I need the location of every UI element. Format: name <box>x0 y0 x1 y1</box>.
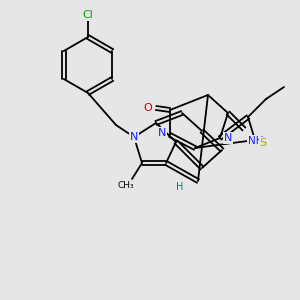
Text: N: N <box>130 132 138 142</box>
Text: S: S <box>260 138 267 148</box>
Text: NH: NH <box>248 136 264 146</box>
Text: O: O <box>144 103 152 113</box>
Text: Cl: Cl <box>82 10 93 20</box>
Text: H: H <box>176 182 184 192</box>
Text: CH₃: CH₃ <box>118 182 134 190</box>
Text: N: N <box>158 128 166 138</box>
Text: N: N <box>224 133 232 143</box>
